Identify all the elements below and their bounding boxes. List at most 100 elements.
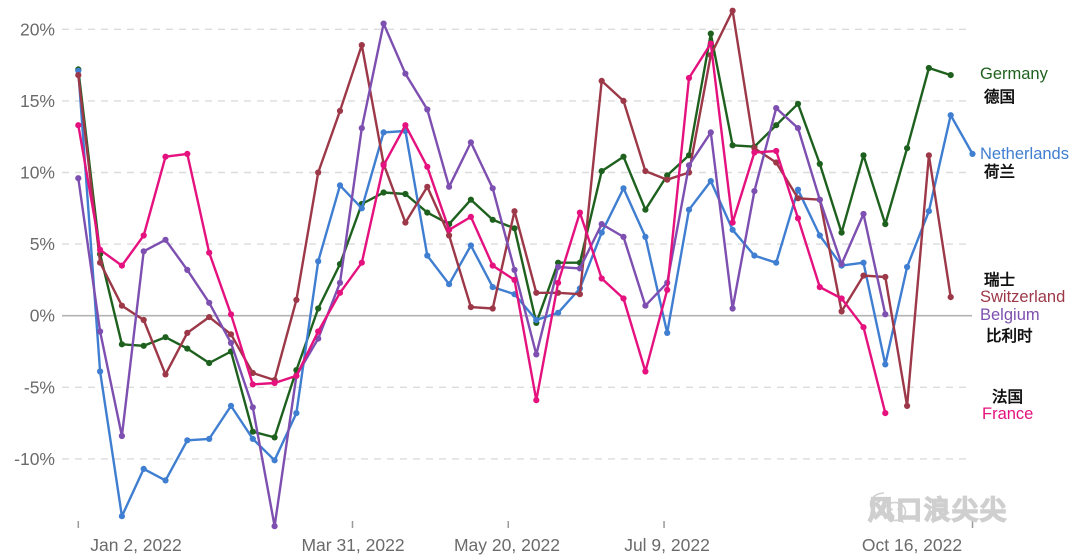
data-point-belgium xyxy=(118,432,125,440)
data-point-switzerland xyxy=(794,195,802,202)
data-point-germany xyxy=(467,196,474,203)
data-point-france xyxy=(555,279,562,286)
data-point-netherlands xyxy=(882,361,889,368)
data-point-germany xyxy=(424,209,431,216)
data-point-switzerland xyxy=(925,152,933,159)
data-point-france xyxy=(620,295,627,302)
legend-france-en: France xyxy=(982,405,1034,423)
data-point-belgium xyxy=(249,404,256,411)
legend-belgium-zh: 比利时 xyxy=(986,328,1033,345)
data-point-netherlands xyxy=(380,129,387,136)
data-point-netherlands xyxy=(293,410,300,417)
data-point-switzerland xyxy=(227,331,235,338)
data-point-germany xyxy=(664,172,671,179)
data-point-germany xyxy=(380,189,387,196)
y-axis-label: -10% xyxy=(14,449,55,469)
data-point-belgium xyxy=(773,105,780,112)
data-point-france xyxy=(227,311,235,318)
data-point-switzerland xyxy=(206,314,213,321)
data-point-france xyxy=(446,226,453,233)
data-point-switzerland xyxy=(315,169,322,176)
series-belgium xyxy=(75,20,889,530)
data-point-belgium xyxy=(620,233,627,240)
data-point-belgium xyxy=(598,221,605,228)
data-point-france xyxy=(860,324,867,331)
data-point-switzerland xyxy=(249,369,256,377)
data-point-germany xyxy=(555,259,562,266)
x-axis-label: Mar 31, 2022 xyxy=(301,535,404,555)
data-point-france xyxy=(293,372,300,379)
data-point-belgium xyxy=(206,299,213,306)
data-point-germany xyxy=(184,345,191,352)
data-point-france xyxy=(271,379,278,387)
legend-germany-zh: 德国 xyxy=(984,89,1016,106)
data-point-germany xyxy=(925,64,933,72)
y-axis-label: -5% xyxy=(24,377,55,397)
data-point-germany xyxy=(882,221,889,228)
data-point-switzerland xyxy=(336,107,344,114)
data-point-netherlands xyxy=(947,112,954,119)
data-point-germany xyxy=(904,145,911,152)
data-point-france xyxy=(773,147,780,155)
data-point-belgium xyxy=(446,183,453,190)
data-point-belgium xyxy=(424,106,431,113)
data-point-germany xyxy=(838,229,845,236)
data-point-belgium xyxy=(882,311,889,318)
data-point-netherlands xyxy=(904,263,911,271)
watermark: 风口浪尖尖 xyxy=(867,490,1008,527)
y-axis-label: 20% xyxy=(20,19,55,39)
data-point-netherlands xyxy=(249,435,256,442)
data-point-netherlands xyxy=(184,437,191,444)
data-point-switzerland xyxy=(184,329,191,336)
data-point-belgium xyxy=(576,265,584,272)
data-point-netherlands xyxy=(969,150,976,157)
data-point-germany xyxy=(860,152,867,159)
data-point-switzerland xyxy=(402,219,409,226)
data-point-belgium xyxy=(402,70,409,77)
data-point-netherlands xyxy=(162,477,169,484)
series-netherlands xyxy=(75,67,976,520)
data-point-belgium xyxy=(97,328,104,335)
data-point-germany xyxy=(511,225,518,232)
series-line-belgium xyxy=(77,22,887,528)
data-point-france xyxy=(249,381,256,388)
data-point-switzerland xyxy=(489,305,496,312)
data-point-switzerland xyxy=(118,302,125,309)
data-point-netherlands xyxy=(227,402,235,409)
data-point-netherlands xyxy=(489,284,496,291)
data-point-netherlands xyxy=(140,465,147,472)
data-point-belgium xyxy=(271,523,278,530)
legend-switzerland-zh: 瑞士 xyxy=(984,272,1016,289)
legend-france-zh: 法国 xyxy=(992,389,1024,406)
data-point-switzerland xyxy=(140,316,147,324)
data-point-belgium xyxy=(707,129,714,136)
data-point-netherlands xyxy=(794,186,802,193)
data-point-switzerland xyxy=(446,232,453,239)
data-point-germany xyxy=(140,342,147,349)
data-point-belgium xyxy=(860,210,867,218)
data-point-belgium xyxy=(162,236,169,243)
data-point-germany xyxy=(794,100,802,107)
data-point-france xyxy=(97,246,104,253)
data-point-germany xyxy=(707,30,714,37)
data-point-switzerland xyxy=(620,97,627,104)
data-point-belgium xyxy=(794,125,802,132)
data-point-belgium xyxy=(533,351,540,358)
data-point-netherlands xyxy=(642,233,649,240)
data-point-switzerland xyxy=(882,273,889,281)
data-point-netherlands xyxy=(729,226,736,233)
data-point-france xyxy=(162,153,169,160)
data-point-belgium xyxy=(685,162,693,169)
y-axis-label: 15% xyxy=(20,91,55,111)
data-point-belgium xyxy=(838,261,845,268)
data-point-netherlands xyxy=(685,206,693,213)
data-point-netherlands xyxy=(707,178,714,185)
x-axis-label: Jul 9, 2022 xyxy=(624,535,710,555)
data-point-belgium xyxy=(336,279,344,286)
data-point-netherlands xyxy=(271,457,278,464)
data-point-switzerland xyxy=(75,72,82,79)
data-point-belgium xyxy=(467,139,474,146)
data-point-germany xyxy=(620,153,627,160)
data-point-france xyxy=(882,410,889,417)
data-point-belgium xyxy=(511,266,518,273)
